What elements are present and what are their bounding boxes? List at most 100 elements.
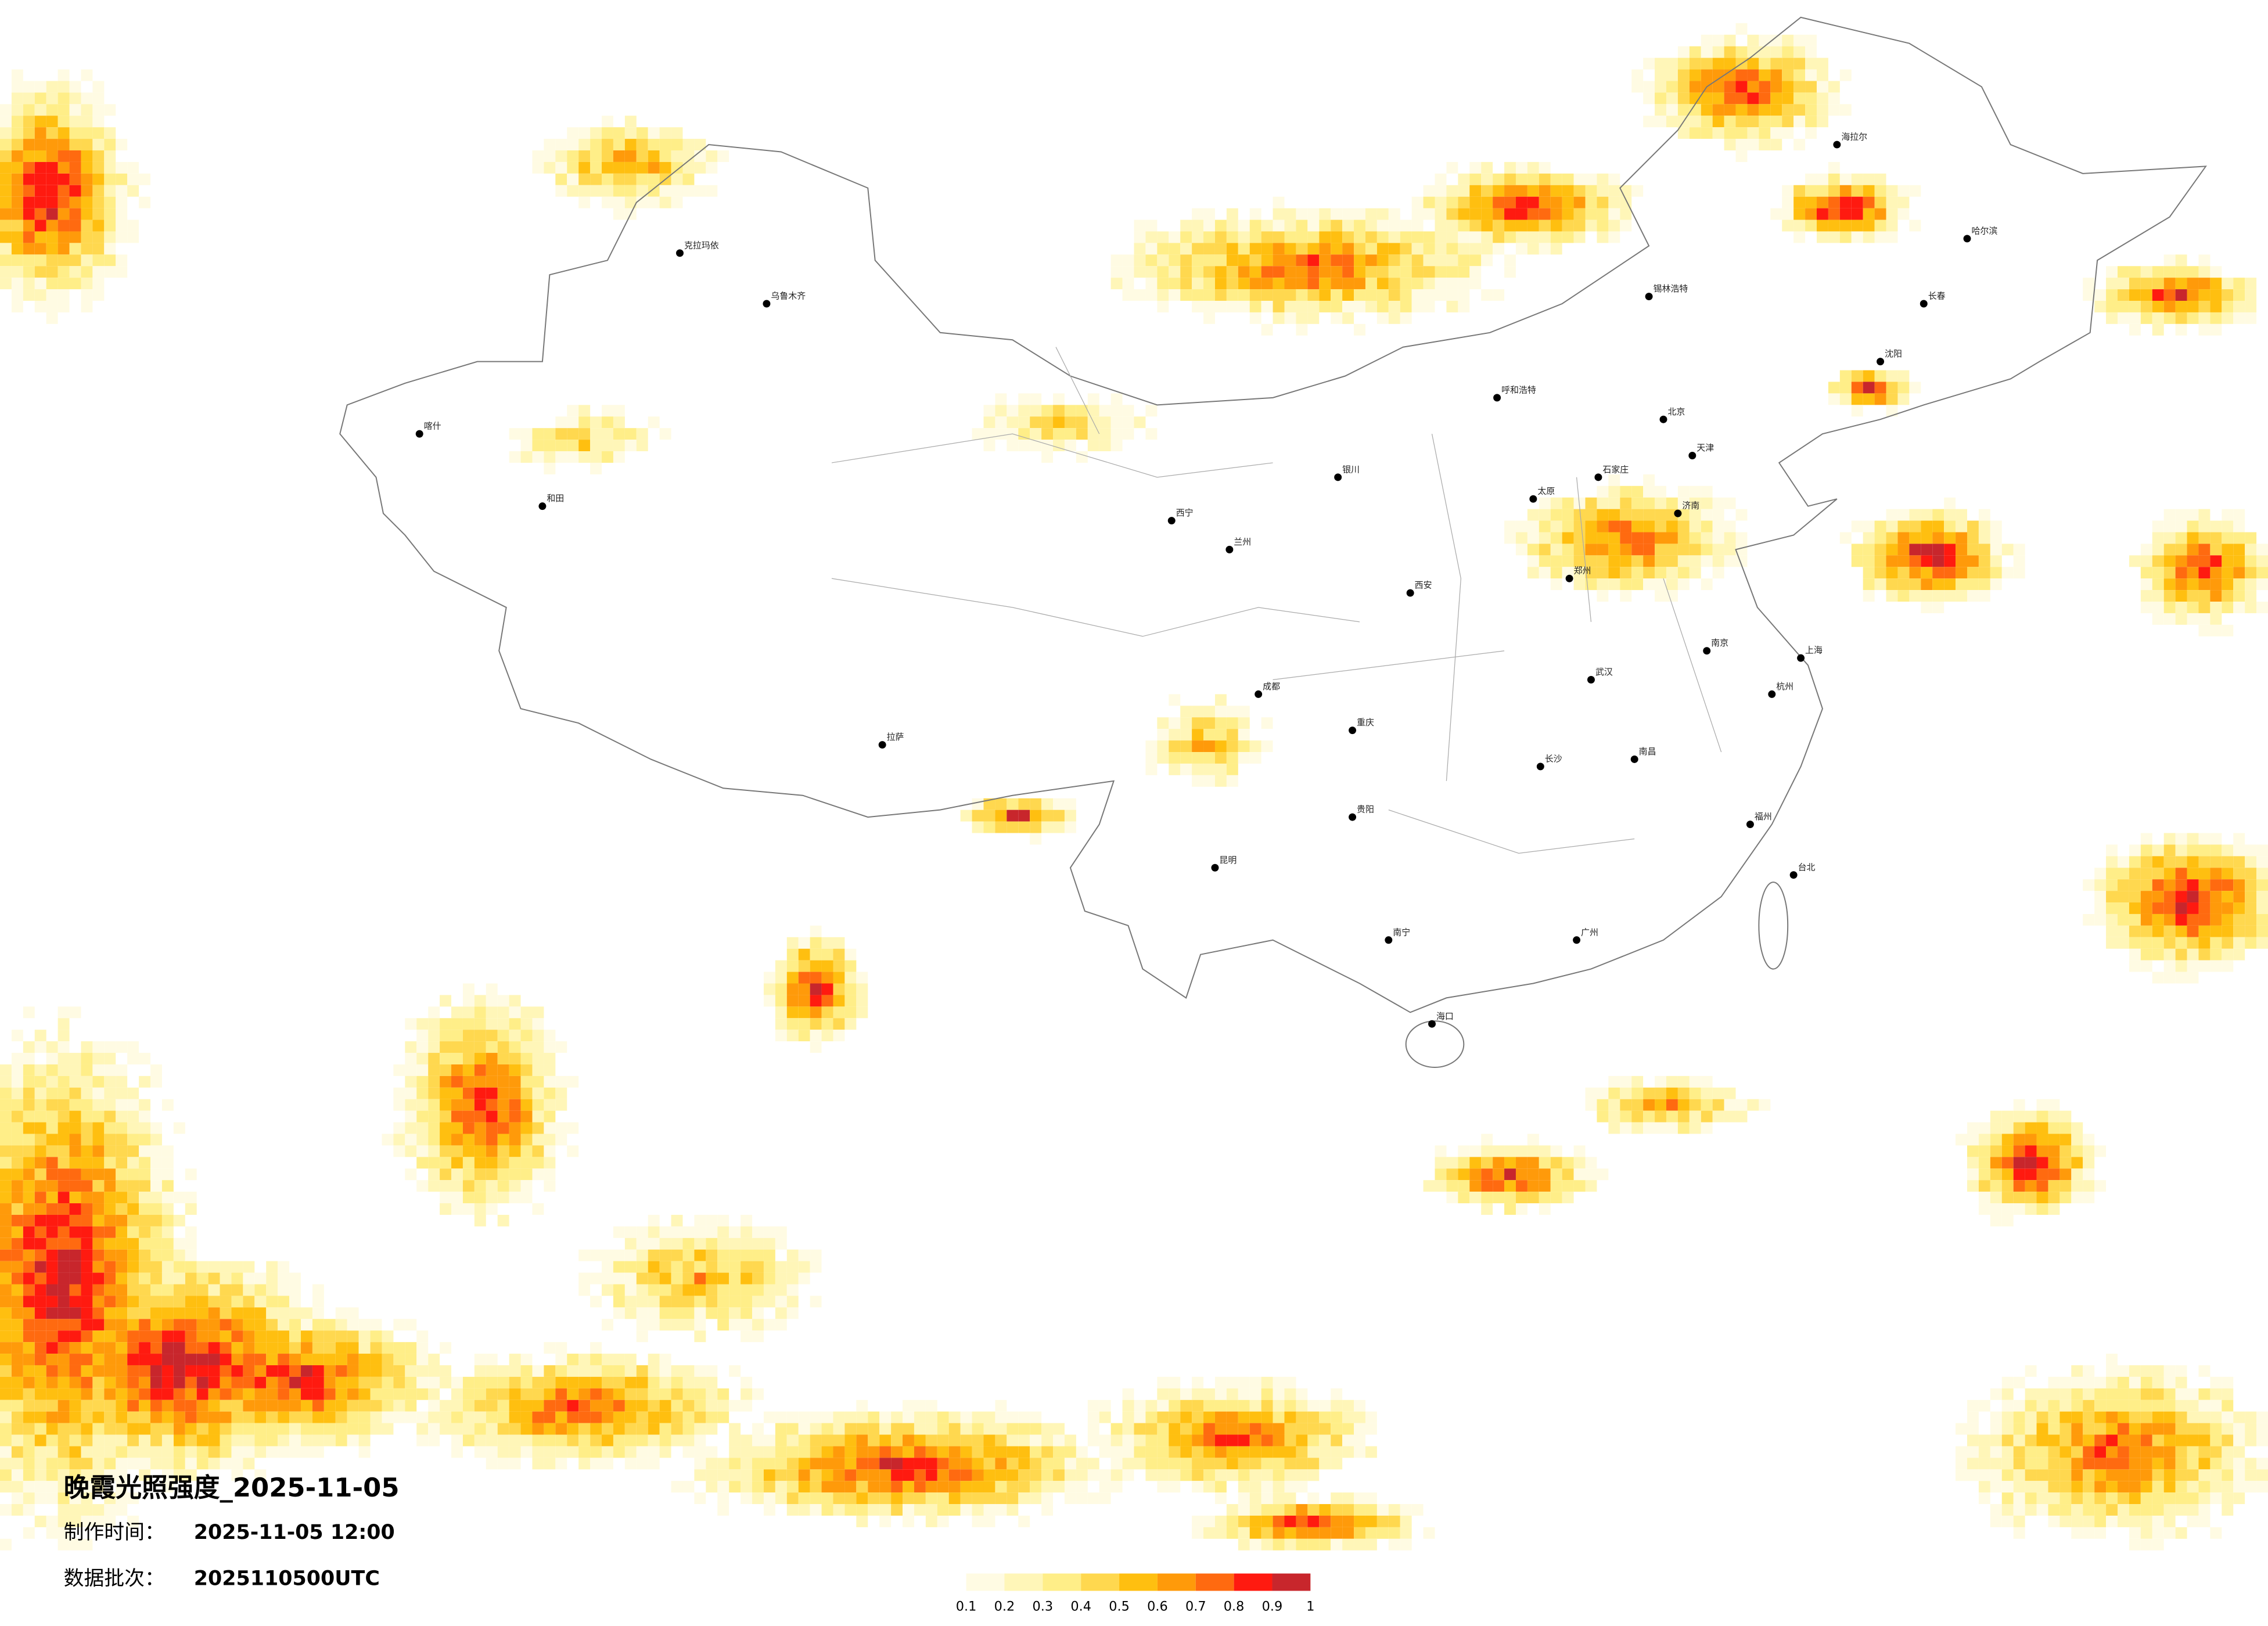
heat-cell	[266, 1330, 278, 1343]
heat-cell	[440, 1099, 452, 1111]
heat-cell	[833, 1434, 845, 1447]
heat-cell	[833, 1030, 845, 1042]
heat-cell	[659, 1261, 671, 1273]
heat-cell	[1134, 1411, 1146, 1423]
city-label: 太原	[1537, 486, 1555, 497]
heat-cell	[602, 1354, 613, 1365]
heat-cell	[2163, 532, 2176, 544]
heat-cell	[2198, 613, 2211, 625]
heat-cell	[567, 1446, 579, 1458]
heat-cell	[1990, 1157, 2002, 1169]
heat-cell	[544, 1434, 556, 1447]
heat-cell	[1030, 1411, 1042, 1423]
heat-cell	[116, 1261, 128, 1273]
heat-cell	[2210, 301, 2222, 312]
heat-cell	[1376, 1527, 1389, 1539]
heat-cell	[81, 289, 93, 301]
heat-cell	[1515, 544, 1527, 556]
heat-cell	[1747, 34, 1759, 46]
heat-cell	[775, 1411, 787, 1423]
heat-cell	[1064, 810, 1076, 822]
heat-cell	[2140, 567, 2152, 579]
heat-cell	[23, 1203, 35, 1215]
heat-cell	[1273, 1434, 1285, 1447]
heat-cell	[440, 1376, 452, 1388]
heat-cell	[555, 1122, 567, 1134]
heat-cell	[1863, 520, 1875, 533]
heat-cell	[578, 1388, 591, 1400]
heat-cell	[798, 1423, 810, 1435]
heat-cell	[891, 1446, 903, 1458]
heat-cell	[2187, 520, 2199, 533]
heat-cell	[161, 1446, 174, 1458]
heat-cell	[775, 995, 787, 1007]
heat-cell	[81, 1192, 93, 1204]
heat-cell	[11, 1342, 23, 1354]
heat-cell	[544, 451, 556, 463]
heat-cell	[555, 1087, 567, 1099]
heat-cell	[520, 1180, 533, 1192]
heat-cell	[139, 1145, 151, 1157]
heat-cell	[324, 1411, 336, 1423]
heat-cell	[856, 1492, 868, 1505]
heat-cell	[497, 1075, 509, 1088]
heat-cell	[0, 161, 12, 174]
heat-cell	[1365, 254, 1377, 267]
heat-cell	[1608, 173, 1620, 185]
heat-cell	[1053, 810, 1065, 822]
heat-cell	[1793, 81, 1806, 93]
heat-cell	[602, 1411, 613, 1423]
heat-cell	[775, 983, 787, 995]
heat-cell	[2245, 1423, 2257, 1435]
heat-cell	[1585, 185, 1597, 197]
heat-cell	[798, 1411, 810, 1423]
heat-cell	[2036, 1203, 2048, 1215]
heat-cell	[2001, 1481, 2014, 1493]
heat-cell	[2210, 567, 2222, 579]
heat-cell	[2198, 1458, 2211, 1470]
heat-cell	[1307, 254, 1320, 267]
heat-cell	[231, 1296, 243, 1308]
heat-cell	[602, 150, 613, 162]
heat-cell	[1365, 1515, 1377, 1527]
heat-cell	[34, 1064, 46, 1076]
heat-cell	[1134, 416, 1146, 429]
heat-cell	[382, 1354, 394, 1365]
heat-cell	[1481, 161, 1493, 174]
heat-cell	[1724, 497, 1736, 509]
heat-cell	[1053, 821, 1065, 833]
heat-cell	[34, 1226, 46, 1238]
heat-cell	[960, 1446, 972, 1458]
heat-cell	[682, 1284, 695, 1296]
heat-cell	[706, 185, 718, 197]
heat-cell	[544, 1168, 556, 1181]
heat-cell	[34, 1134, 46, 1146]
heat-cell	[1249, 231, 1261, 243]
heat-cell	[1319, 266, 1331, 278]
heat-cell	[2233, 868, 2245, 880]
heat-cell	[382, 1388, 394, 1400]
heat-cell	[2140, 913, 2152, 926]
heat-cell	[602, 1272, 613, 1285]
heat-cell	[2048, 1122, 2060, 1134]
heat-cell	[1064, 1469, 1076, 1481]
heat-cell	[81, 1411, 93, 1423]
heat-cell	[1238, 266, 1250, 278]
heat-cell	[220, 1376, 232, 1388]
heat-cell	[1226, 1504, 1238, 1516]
heat-cell	[2175, 555, 2187, 567]
heat-cell	[185, 1354, 197, 1365]
heat-cell	[1735, 127, 1748, 139]
heat-cell	[729, 1400, 741, 1412]
heat-cell	[1296, 220, 1308, 232]
heat-cell	[1249, 1400, 1261, 1412]
heat-cell	[2163, 1458, 2176, 1470]
heat-cell	[92, 1388, 105, 1400]
heat-cell	[104, 1365, 116, 1377]
heat-cell	[2222, 844, 2234, 857]
heat-cell	[1886, 185, 1898, 197]
heat-cell	[752, 1249, 764, 1261]
heat-cell	[2245, 312, 2257, 324]
heat-cell	[1504, 254, 1516, 267]
heat-cell	[729, 1446, 741, 1458]
